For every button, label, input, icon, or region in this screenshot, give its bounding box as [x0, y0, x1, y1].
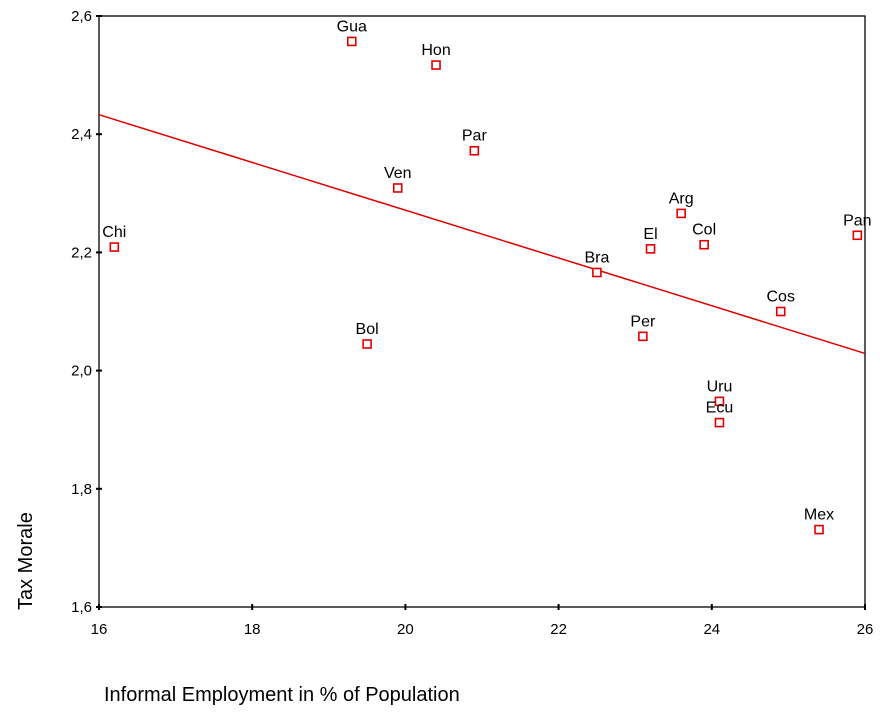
x-tick-label: 16 — [91, 621, 108, 638]
data-point-per — [638, 331, 648, 342]
data-point-par — [469, 145, 480, 156]
data-point-ecu — [714, 417, 725, 428]
x-axis-title: Informal Employment in % of Population — [104, 684, 460, 706]
point-label-ecu: Ecu — [706, 400, 734, 417]
data-point-col — [699, 239, 709, 250]
y-tick-label: 2,4 — [71, 126, 92, 143]
point-label-arg: Arg — [669, 190, 694, 207]
point-label-el: El — [643, 226, 657, 243]
point-label-col: Col — [692, 222, 716, 239]
x-tick-label: 18 — [244, 621, 261, 638]
point-label-hon: Hon — [421, 42, 450, 59]
point-label-mex: Mex — [804, 507, 834, 524]
point-label-par: Par — [462, 128, 488, 145]
plot-frame — [98, 15, 866, 608]
data-point-bol — [362, 339, 372, 349]
point-label-chi: Chi — [102, 224, 126, 241]
y-tick-label: 2,6 — [71, 8, 92, 25]
data-point-gua — [346, 36, 357, 47]
y-axis-title: Tax Morale — [15, 512, 37, 610]
regression-line — [98, 113, 866, 355]
data-point-ven — [392, 183, 403, 193]
y-tick-label: 2,2 — [71, 244, 92, 261]
point-label-gua: Gua — [337, 18, 367, 35]
data-point-uru — [714, 396, 725, 407]
data-point-pan — [852, 230, 863, 241]
data-point-chi — [109, 242, 120, 252]
data-point-cos — [775, 306, 786, 317]
data-point-bra — [592, 267, 602, 278]
point-label-uru: Uru — [707, 378, 733, 395]
point-label-per: Per — [630, 313, 656, 330]
point-label-ven: Ven — [384, 165, 412, 182]
data-point-arg — [676, 208, 686, 219]
y-tick-label: 1,6 — [71, 599, 92, 616]
y-tick-label: 1,8 — [71, 481, 92, 498]
point-label-pan: Pan — [843, 212, 871, 229]
y-tick-label: 2,0 — [71, 363, 92, 380]
data-point-el — [645, 244, 656, 254]
x-tick-label: 26 — [857, 621, 874, 638]
x-tick-label: 20 — [397, 621, 414, 638]
x-tick-label: 22 — [550, 621, 567, 638]
point-label-bol: Bol — [356, 321, 379, 338]
data-point-mex — [814, 524, 824, 535]
point-label-bra: Bra — [584, 249, 609, 266]
x-tick-label: 24 — [703, 621, 720, 638]
point-label-cos: Cos — [767, 289, 795, 306]
data-point-hon — [431, 60, 441, 70]
